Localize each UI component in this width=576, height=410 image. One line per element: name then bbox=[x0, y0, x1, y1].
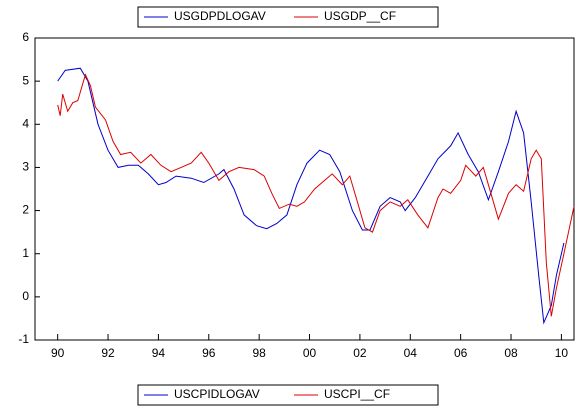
legend-label: USGDP__CF bbox=[324, 9, 396, 23]
x-tick-label: 96 bbox=[202, 346, 216, 360]
y-tick-label: 2 bbox=[22, 203, 29, 217]
x-tick-label: 06 bbox=[454, 346, 468, 360]
legend-label: USCPIDLOGAV bbox=[174, 387, 260, 401]
x-tick-label: 04 bbox=[404, 346, 418, 360]
y-tick-label: 3 bbox=[22, 160, 29, 174]
legend-label: USGDPDLOGAV bbox=[174, 9, 266, 23]
x-tick-label: 92 bbox=[101, 346, 115, 360]
y-tick-label: 4 bbox=[22, 116, 29, 130]
legend-box bbox=[137, 384, 439, 406]
series-line bbox=[57, 73, 575, 317]
series-line bbox=[57, 67, 565, 325]
x-tick-label: 90 bbox=[51, 346, 65, 360]
y-tick-label: -1 bbox=[18, 332, 29, 346]
plot-frame bbox=[34, 37, 575, 341]
x-tick-label: 02 bbox=[353, 346, 367, 360]
y-tick-label: 6 bbox=[22, 30, 29, 44]
y-tick-label: 1 bbox=[22, 246, 29, 260]
legend-label: USCPI__CF bbox=[324, 387, 390, 401]
y-tick-label: 0 bbox=[22, 289, 29, 303]
x-tick-label: 94 bbox=[152, 346, 166, 360]
x-tick-label: 00 bbox=[303, 346, 317, 360]
legend-box bbox=[137, 6, 439, 28]
x-tick-label: 08 bbox=[504, 346, 518, 360]
y-tick-label: 5 bbox=[22, 73, 29, 87]
x-tick-label: 98 bbox=[252, 346, 266, 360]
x-tick-label: 10 bbox=[555, 346, 569, 360]
